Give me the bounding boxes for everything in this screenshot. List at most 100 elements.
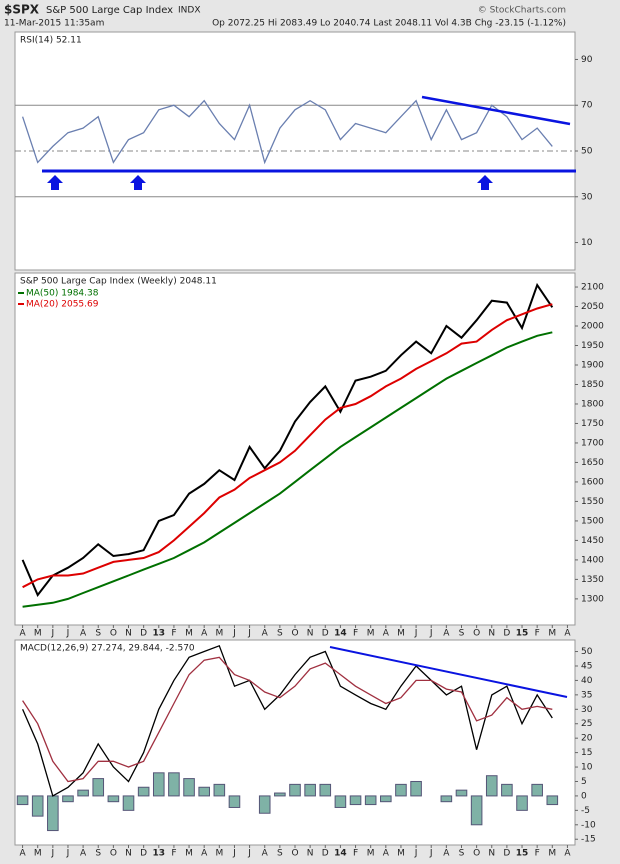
x-tick-label: 15 xyxy=(516,849,529,859)
x-tick-label: A xyxy=(201,629,208,639)
panel xyxy=(14,272,576,626)
x-tick-label: D xyxy=(322,629,329,639)
x-tick-label: S xyxy=(459,849,465,859)
y-tick-label: 30 xyxy=(581,192,593,202)
exchange: INDX xyxy=(178,6,200,16)
y-tick-label: 1800 xyxy=(581,399,604,409)
x-tick-label: A xyxy=(383,629,390,639)
trend-line xyxy=(421,95,571,126)
x-tick-label: J xyxy=(247,849,251,859)
histogram-bar xyxy=(531,783,543,797)
x-tick-label: F xyxy=(171,629,176,639)
series-line xyxy=(22,303,553,589)
histogram-bar xyxy=(516,795,528,811)
x-tick-label: N xyxy=(488,629,495,639)
y-tick-label: 50 xyxy=(581,647,593,657)
y-tick-label: 1750 xyxy=(581,419,604,429)
x-tick-label: N xyxy=(307,849,314,859)
x-tick-label: M xyxy=(215,849,223,859)
histogram-bar xyxy=(334,795,347,808)
y-tick-label: 2050 xyxy=(581,302,604,312)
histogram-bar xyxy=(274,792,286,797)
x-tick-label: F xyxy=(353,629,358,639)
x-tick-label: J xyxy=(414,849,418,859)
y-tick-label: 20 xyxy=(581,734,593,744)
arrow xyxy=(47,175,63,190)
y-tick-label: 1300 xyxy=(581,594,604,604)
histogram-bar xyxy=(183,778,195,797)
x-tick-label: O xyxy=(110,849,117,859)
histogram-bar xyxy=(213,783,226,797)
y-tick-label: 15 xyxy=(581,748,592,758)
y-tick-label: 1550 xyxy=(581,497,604,507)
histogram-bar xyxy=(289,783,301,797)
x-tick-label: N xyxy=(125,629,132,639)
x-tick-label: O xyxy=(473,849,480,859)
x-tick-label: M xyxy=(548,849,556,859)
panel xyxy=(14,639,576,846)
histogram-bar xyxy=(546,795,559,806)
x-tick-label: A xyxy=(80,629,87,639)
y-tick-label: 10 xyxy=(581,763,593,773)
x-tick-label: N xyxy=(125,849,132,859)
x-tick-label: F xyxy=(171,849,176,859)
y-tick-label: 1400 xyxy=(581,555,604,565)
arrow xyxy=(130,175,146,190)
x-tick-label: J xyxy=(66,849,70,859)
y-tick-label: 1850 xyxy=(581,380,604,390)
symbol: $SPX xyxy=(4,3,40,17)
series-line xyxy=(21,282,554,597)
quote: Op 2072.25 Hi 2083.49 Lo 2040.74 Last 20… xyxy=(212,19,566,29)
y-tick-label: 10 xyxy=(581,238,593,248)
y-tick-label: -5 xyxy=(581,806,590,816)
histogram-bar xyxy=(92,778,105,797)
y-tick-label: 0 xyxy=(581,791,587,801)
histogram-bar xyxy=(410,780,422,797)
histogram-bar xyxy=(198,786,210,797)
x-tick-label: D xyxy=(140,629,147,639)
x-tick-label: O xyxy=(110,629,117,639)
x-tick-label: 15 xyxy=(516,629,529,639)
x-tick-label: F xyxy=(353,849,358,859)
x-tick-label: A xyxy=(564,849,571,859)
x-tick-label: A xyxy=(443,849,450,859)
x-tick-label: M xyxy=(397,849,405,859)
source: © StockCharts.com xyxy=(478,6,566,16)
y-tick-label: 30 xyxy=(581,705,593,715)
y-tick-label: 2100 xyxy=(581,283,604,293)
x-tick-label: O xyxy=(473,629,480,639)
x-tick-label: M xyxy=(34,629,42,639)
panel-title: RSI(14) 52.11 xyxy=(20,36,82,46)
x-tick-label: 13 xyxy=(153,849,166,859)
x-tick-label: M xyxy=(548,629,556,639)
x-tick-label: A xyxy=(262,629,269,639)
x-tick-label: M xyxy=(215,629,223,639)
histogram-bar xyxy=(258,795,271,814)
x-tick-label: M xyxy=(367,849,375,859)
x-tick-label: A xyxy=(383,849,390,859)
histogram-bar xyxy=(137,786,150,797)
histogram-bar xyxy=(349,795,362,806)
y-tick-label: 90 xyxy=(581,55,593,65)
x-tick-label: A xyxy=(443,629,450,639)
x-tick-label: A xyxy=(80,849,87,859)
x-tick-label: D xyxy=(503,629,510,639)
y-tick-label: 1500 xyxy=(581,516,604,526)
y-tick-label: 40 xyxy=(581,676,593,686)
x-tick-label: A xyxy=(201,849,208,859)
y-tick-label: 1900 xyxy=(581,360,604,370)
x-tick-label: S xyxy=(277,849,283,859)
histogram-bar xyxy=(168,772,180,797)
x-tick-label: J xyxy=(232,849,236,859)
y-tick-label: -10 xyxy=(581,820,596,830)
x-tick-label: J xyxy=(247,629,251,639)
histogram-bar xyxy=(440,795,453,803)
histogram-bar xyxy=(319,783,332,797)
x-tick-label: 14 xyxy=(334,629,347,639)
legend-label: MA(50) 1984.38 xyxy=(26,289,99,299)
x-tick-label: A xyxy=(564,629,571,639)
x-tick-label: O xyxy=(291,629,298,639)
histogram-bar xyxy=(107,795,120,803)
